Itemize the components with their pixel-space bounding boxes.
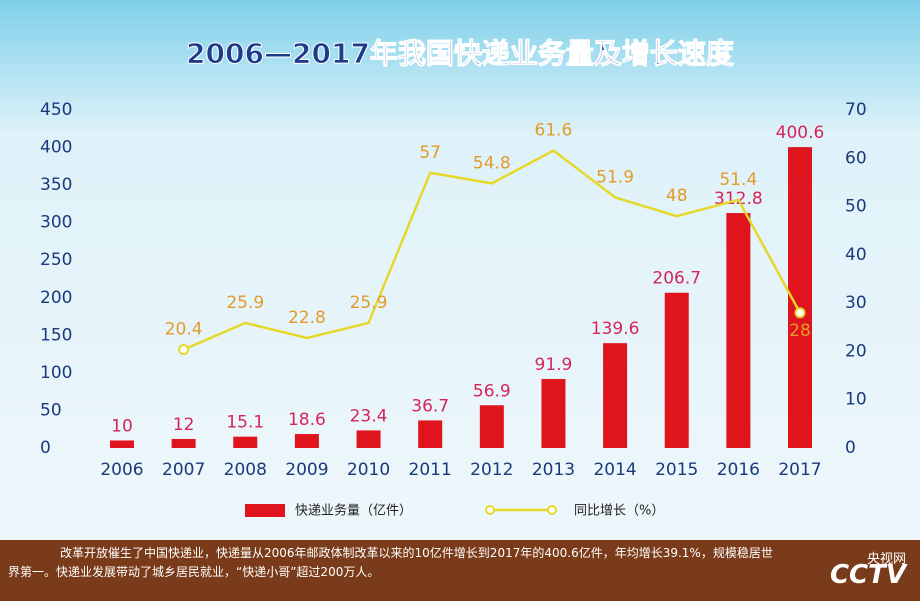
line-value-label: 28 bbox=[789, 321, 811, 341]
legend-marker bbox=[485, 505, 495, 515]
x-tick-label: 2011 bbox=[409, 460, 452, 480]
x-tick-label: 2007 bbox=[162, 460, 205, 480]
line-marker bbox=[178, 343, 190, 355]
line-value-label: 20.4 bbox=[165, 319, 203, 339]
bar bbox=[726, 213, 751, 448]
bar-value-label: 400.6 bbox=[776, 123, 825, 143]
line-value-label: 61.6 bbox=[535, 121, 573, 141]
bar-value-label: 206.7 bbox=[652, 269, 701, 289]
x-tick-label: 2017 bbox=[778, 460, 821, 480]
bar bbox=[418, 420, 443, 448]
line-value-label: 51.4 bbox=[719, 170, 757, 190]
line-value-label: 48 bbox=[666, 186, 688, 206]
watermark-site: 央视网 bbox=[866, 552, 906, 567]
y-tick-label: 0 bbox=[40, 438, 51, 458]
y-tick-label: 50 bbox=[40, 400, 62, 420]
background bbox=[0, 0, 920, 540]
y2-tick-label: 0 bbox=[845, 438, 856, 458]
y2-tick-label: 70 bbox=[845, 100, 867, 120]
y-tick-label: 100 bbox=[40, 363, 72, 383]
bar bbox=[664, 292, 689, 448]
y2-tick-label: 50 bbox=[845, 197, 867, 217]
x-tick-label: 2015 bbox=[655, 460, 698, 480]
line-value-label: 25.9 bbox=[226, 293, 264, 313]
bar bbox=[603, 343, 628, 448]
chart-title: 2006—2017年我国快递业务量及增长速度 bbox=[186, 37, 734, 70]
legend-label: 同比增长（%） bbox=[574, 504, 664, 519]
y-tick-label: 200 bbox=[40, 288, 72, 308]
x-tick-label: 2008 bbox=[224, 460, 267, 480]
line-marker bbox=[794, 307, 806, 319]
caption: 改革开放催生了中国快递业，快递量从2006年邮政体制改革以来的10亿件增长到20… bbox=[8, 546, 773, 579]
y2-tick-label: 30 bbox=[845, 293, 867, 313]
line-value-label: 54.8 bbox=[473, 153, 511, 173]
y-tick-label: 300 bbox=[40, 213, 72, 233]
x-tick-label: 2013 bbox=[532, 460, 575, 480]
legend-label: 快递业务量（亿件） bbox=[295, 503, 412, 519]
line-value-label: 51.9 bbox=[596, 167, 634, 187]
bar-value-label: 12 bbox=[173, 415, 195, 435]
y-tick-label: 350 bbox=[40, 175, 72, 195]
bar-value-label: 56.9 bbox=[473, 381, 511, 401]
line-value-label: 22.8 bbox=[288, 308, 326, 328]
bar bbox=[233, 436, 258, 448]
line bbox=[183, 149, 802, 351]
y2-tick-label: 10 bbox=[845, 390, 867, 410]
bar bbox=[541, 378, 566, 448]
bar-value-label: 139.6 bbox=[591, 319, 640, 339]
bar-value-label: 18.6 bbox=[288, 410, 326, 430]
bar-value-label: 23.4 bbox=[350, 406, 388, 426]
bar bbox=[110, 440, 134, 448]
y2-tick-label: 40 bbox=[845, 245, 867, 265]
line-value-label: 25.9 bbox=[350, 293, 388, 313]
x-tick-label: 2009 bbox=[285, 460, 328, 480]
x-tick-label: 2016 bbox=[717, 460, 760, 480]
bar-value-label: 36.7 bbox=[411, 396, 449, 416]
y-tick-label: 250 bbox=[40, 250, 72, 270]
line-value-label: 57 bbox=[419, 143, 441, 163]
bar bbox=[294, 434, 319, 448]
x-tick-label: 2014 bbox=[593, 460, 636, 480]
bar bbox=[479, 405, 504, 448]
x-tick-label: 2006 bbox=[100, 460, 143, 480]
y2-tick-label: 60 bbox=[845, 148, 867, 168]
bar-value-label: 15.1 bbox=[226, 413, 264, 433]
y-tick-label: 400 bbox=[40, 138, 72, 158]
y-tick-label: 150 bbox=[40, 325, 72, 345]
x-tick-label: 2010 bbox=[347, 460, 390, 480]
legend-swatch bbox=[245, 504, 285, 517]
x-tick-label: 2012 bbox=[470, 460, 513, 480]
legend-marker bbox=[547, 505, 557, 515]
y-tick-label: 450 bbox=[40, 100, 72, 120]
bar bbox=[356, 430, 381, 448]
bar-value-label: 91.9 bbox=[535, 355, 573, 375]
watermark-logo: CCTV bbox=[829, 560, 906, 590]
bar-value-label: 10 bbox=[111, 416, 133, 436]
caption-band bbox=[0, 540, 920, 601]
y2-tick-label: 20 bbox=[845, 341, 867, 361]
bar bbox=[171, 438, 196, 448]
